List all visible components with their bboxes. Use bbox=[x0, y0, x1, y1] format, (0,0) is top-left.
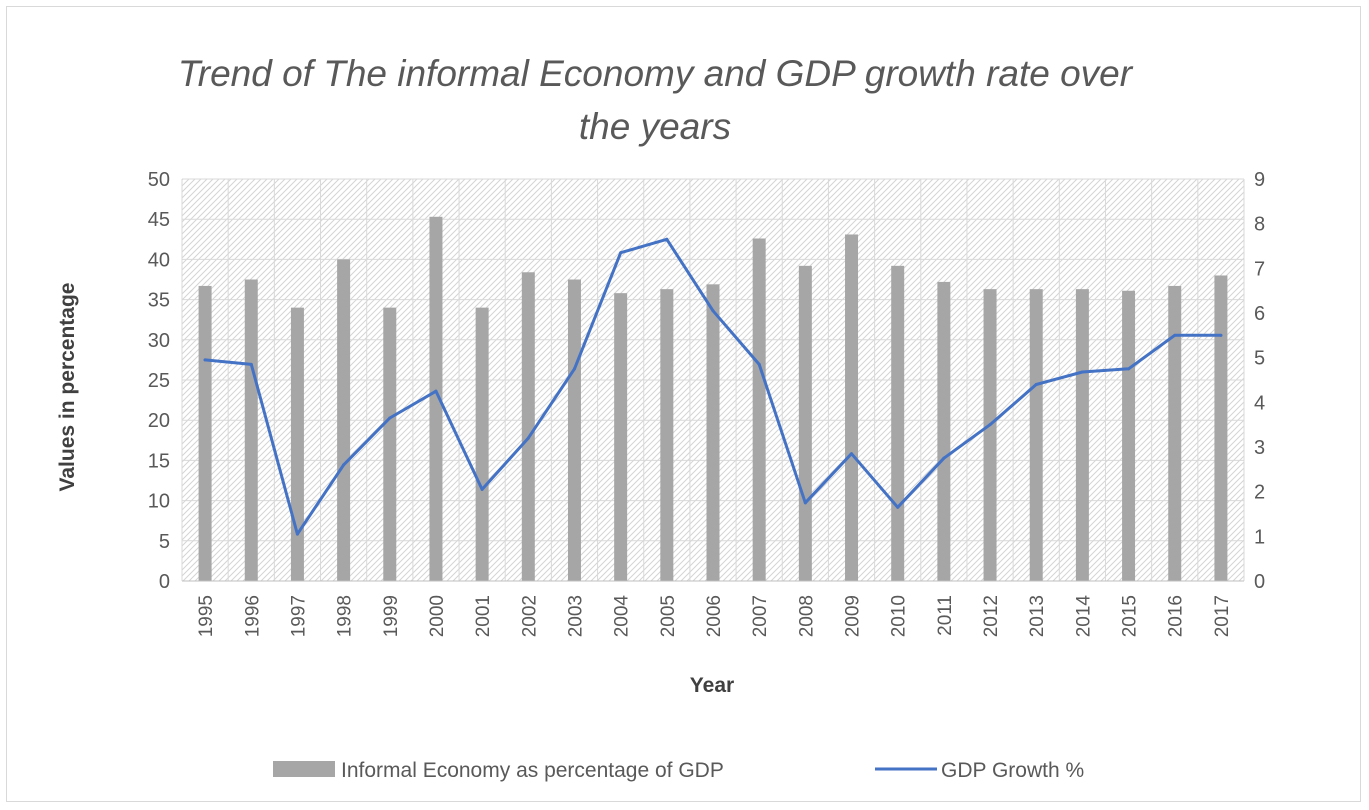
legend-swatch-informal-economy bbox=[273, 761, 335, 777]
bar-1999 bbox=[383, 307, 397, 581]
point-2015 bbox=[1127, 367, 1131, 371]
x-tick-label: 2017 bbox=[1212, 595, 1233, 637]
bar-2015 bbox=[1122, 290, 1136, 581]
point-2008 bbox=[803, 501, 807, 505]
y2-tick-label: 6 bbox=[1254, 303, 1265, 325]
bar-2013 bbox=[1029, 289, 1043, 581]
y2-tick-label: 3 bbox=[1254, 437, 1265, 459]
y-tick-label: 15 bbox=[148, 450, 170, 472]
y2-tick-label: 5 bbox=[1254, 348, 1265, 370]
point-1998 bbox=[342, 463, 346, 467]
x-tick-label: 1996 bbox=[242, 595, 263, 637]
bar-2003 bbox=[567, 279, 581, 581]
x-tick-label: 2016 bbox=[1166, 595, 1187, 637]
x-tick-label: 1997 bbox=[288, 595, 309, 637]
x-tick-label: 2008 bbox=[796, 595, 817, 637]
bar-1997 bbox=[290, 307, 304, 581]
bar-2002 bbox=[521, 272, 535, 581]
y-tick-label: 50 bbox=[148, 169, 170, 191]
point-1997 bbox=[295, 532, 299, 536]
bar-1995 bbox=[198, 285, 212, 581]
x-tick-label: 2006 bbox=[704, 595, 725, 637]
y-tick-label: 30 bbox=[148, 330, 170, 352]
y2-tick-label: 9 bbox=[1254, 169, 1265, 191]
point-2000 bbox=[434, 389, 438, 393]
y-axis-title: Values in percentage bbox=[56, 283, 79, 492]
point-2014 bbox=[1080, 370, 1084, 374]
x-tick-label: 2010 bbox=[889, 595, 910, 637]
bar-2000 bbox=[429, 216, 443, 581]
y-tick-label: 20 bbox=[148, 410, 170, 432]
x-tick-label: 2002 bbox=[519, 595, 540, 637]
point-1995 bbox=[203, 358, 207, 362]
y-tick-label: 35 bbox=[148, 290, 170, 312]
y-tick-label: 5 bbox=[159, 531, 170, 553]
bar-2010 bbox=[891, 265, 905, 581]
point-1999 bbox=[388, 416, 392, 420]
y-tick-label: 0 bbox=[159, 571, 170, 593]
bar-2001 bbox=[475, 307, 489, 581]
x-tick-label: 2009 bbox=[843, 595, 864, 637]
point-2005 bbox=[665, 237, 669, 241]
point-2009 bbox=[850, 452, 854, 456]
y-tick-label: 25 bbox=[148, 370, 170, 392]
x-axis-title: Year bbox=[690, 674, 734, 697]
bar-1996 bbox=[244, 279, 258, 581]
x-tick-label: 2011 bbox=[935, 595, 956, 636]
y-tick-label: 45 bbox=[148, 209, 170, 231]
point-2012 bbox=[988, 423, 992, 427]
y2-tick-label: 4 bbox=[1254, 392, 1265, 414]
x-tick-label: 2003 bbox=[565, 595, 586, 637]
x-tick-label: 1999 bbox=[381, 595, 402, 637]
bar-2009 bbox=[845, 234, 859, 581]
point-1996 bbox=[249, 362, 253, 366]
bar-2005 bbox=[660, 289, 674, 581]
bar-1998 bbox=[337, 259, 351, 581]
x-tick-label: 2015 bbox=[1120, 595, 1141, 637]
point-2001 bbox=[480, 487, 484, 491]
x-tick-label: 2014 bbox=[1073, 595, 1094, 638]
bar-2007 bbox=[752, 238, 766, 581]
x-tick-label: 2004 bbox=[612, 595, 633, 638]
x-tick-label: 1995 bbox=[196, 595, 217, 637]
bar-2016 bbox=[1168, 285, 1182, 581]
x-tick-label: 2001 bbox=[473, 595, 494, 637]
point-2007 bbox=[757, 362, 761, 366]
y2-tick-label: 0 bbox=[1254, 571, 1265, 593]
bar-2011 bbox=[937, 281, 951, 581]
point-2004 bbox=[619, 251, 623, 255]
point-2002 bbox=[526, 436, 530, 440]
y2-tick-label: 2 bbox=[1254, 482, 1265, 504]
y-tick-label: 40 bbox=[148, 249, 170, 271]
point-2017 bbox=[1219, 333, 1223, 337]
y2-tick-label: 7 bbox=[1254, 258, 1265, 280]
bar-2012 bbox=[983, 289, 997, 581]
x-tick-label: 2012 bbox=[981, 595, 1002, 637]
bar-2006 bbox=[706, 284, 720, 581]
chart-title: Trend of The informal Economy and GDP gr… bbox=[178, 53, 1134, 94]
point-2011 bbox=[942, 456, 946, 460]
bar-2014 bbox=[1075, 289, 1089, 581]
y-tick-label: 10 bbox=[148, 491, 170, 513]
bar-2017 bbox=[1214, 275, 1228, 581]
x-tick-label: 2005 bbox=[658, 595, 679, 637]
chart-frame: 0 5 10 15 20 25 30 35 40 45 50 0 1 2 3 4 5 6 7 8 9 1995 1996 19… bbox=[6, 6, 1361, 802]
x-tick-label: 2007 bbox=[750, 595, 771, 637]
x-tick-label: 2013 bbox=[1027, 595, 1048, 637]
point-2006 bbox=[711, 309, 715, 313]
x-tick-label: 1998 bbox=[335, 595, 356, 637]
x-tick-label: 2000 bbox=[427, 595, 448, 637]
point-2010 bbox=[896, 505, 900, 509]
bar-2004 bbox=[614, 293, 628, 581]
point-2003 bbox=[572, 367, 576, 371]
chart-title: the years bbox=[579, 106, 731, 147]
legend-label-gdp-growth: GDP Growth % bbox=[941, 759, 1084, 782]
y2-tick-label: 1 bbox=[1254, 526, 1265, 548]
legend-label-informal-economy: Informal Economy as percentage of GDP bbox=[341, 759, 724, 782]
bar-2008 bbox=[798, 265, 812, 581]
point-2016 bbox=[1173, 333, 1177, 337]
point-2013 bbox=[1034, 382, 1038, 386]
y2-tick-label: 8 bbox=[1254, 214, 1265, 236]
